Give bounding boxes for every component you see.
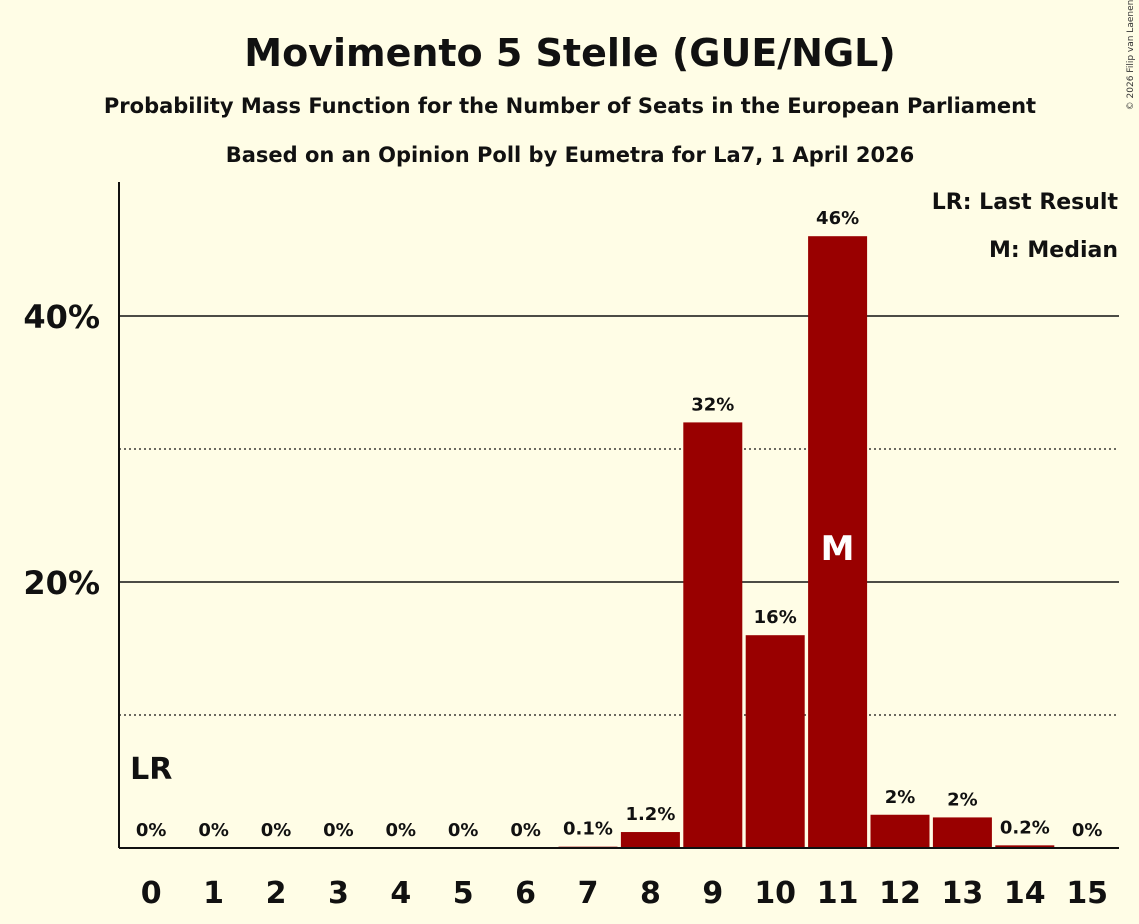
chart-title: Movimento 5 Stelle (GUE/NGL) [244, 31, 896, 75]
x-tick-label: 14 [1004, 876, 1046, 911]
bar-seats-8 [620, 832, 680, 848]
x-tick-label: 4 [390, 876, 411, 911]
x-tick-label: 1 [203, 876, 224, 911]
data-label: 0% [261, 820, 292, 841]
data-label: 0% [448, 820, 479, 841]
x-tick-label: 9 [702, 876, 723, 911]
x-tick-labels: 0 1 2 3 4 5 6 7 8 9 10 11 12 13 14 15 [141, 876, 1108, 911]
x-tick-label: 0 [141, 876, 162, 911]
data-label: 0% [1072, 820, 1103, 841]
bar-seats-14 [995, 845, 1055, 848]
data-label: 0% [510, 820, 541, 841]
bar-seats-9 [683, 422, 743, 848]
legend-median: M: Median [989, 238, 1118, 263]
y-tick-label: 20% [23, 564, 100, 602]
bar-seats-12 [870, 814, 930, 848]
copyright-note: © 2026 Filip van Laenen [1126, 0, 1136, 110]
legend-last-result: LR: Last Result [932, 190, 1119, 215]
x-tick-label: 3 [328, 876, 349, 911]
data-label: 32% [691, 394, 734, 415]
gridlines [119, 315, 1119, 716]
x-tick-label: 6 [515, 876, 536, 911]
y-tick-label: 40% [23, 298, 100, 336]
data-label-halo [680, 392, 745, 417]
chart-subtitle-poll: Based on an Opinion Poll by Eumetra for … [226, 143, 915, 167]
data-label: 2% [885, 787, 916, 808]
x-tick-label: 8 [640, 876, 661, 911]
data-label: 0% [198, 820, 229, 841]
y-tick-labels: 20% 40% [23, 298, 100, 602]
data-label-halo [805, 206, 870, 231]
bars [558, 236, 1055, 848]
x-tick-label: 12 [879, 876, 921, 911]
x-tick-label: 10 [754, 876, 796, 911]
x-tick-label: 13 [942, 876, 984, 911]
median-marker: M [821, 529, 855, 569]
bar-seats-11 [808, 236, 868, 848]
bar-seats-10 [745, 635, 805, 848]
chart-subtitle: Probability Mass Function for the Number… [104, 94, 1036, 118]
data-label: 0.1% [563, 819, 613, 840]
data-label-halo [868, 784, 932, 809]
x-tick-label: 15 [1066, 876, 1108, 911]
bar-seats-13 [932, 817, 992, 848]
data-label: 0% [136, 820, 167, 841]
data-labels: 0% 0% 0% 0% 0% 0% 0% 0.1% 1.2% 32% 16% 46% 2% 2% 0.2% 0… [130, 206, 1103, 841]
x-tick-label: 2 [266, 876, 287, 911]
data-label-halo [743, 605, 808, 630]
data-label: 2% [947, 789, 978, 810]
data-label-halo [930, 787, 995, 812]
x-tick-label: 5 [453, 876, 474, 911]
x-tick-label: 11 [817, 876, 859, 911]
data-label: 0.2% [1000, 817, 1050, 838]
last-result-marker: LR [130, 752, 172, 787]
data-label: 16% [754, 607, 797, 628]
data-label: 46% [816, 208, 859, 229]
x-tick-label: 7 [578, 876, 599, 911]
data-label: 1.2% [625, 804, 675, 825]
data-label: 0% [386, 820, 417, 841]
data-label: 0% [323, 820, 354, 841]
